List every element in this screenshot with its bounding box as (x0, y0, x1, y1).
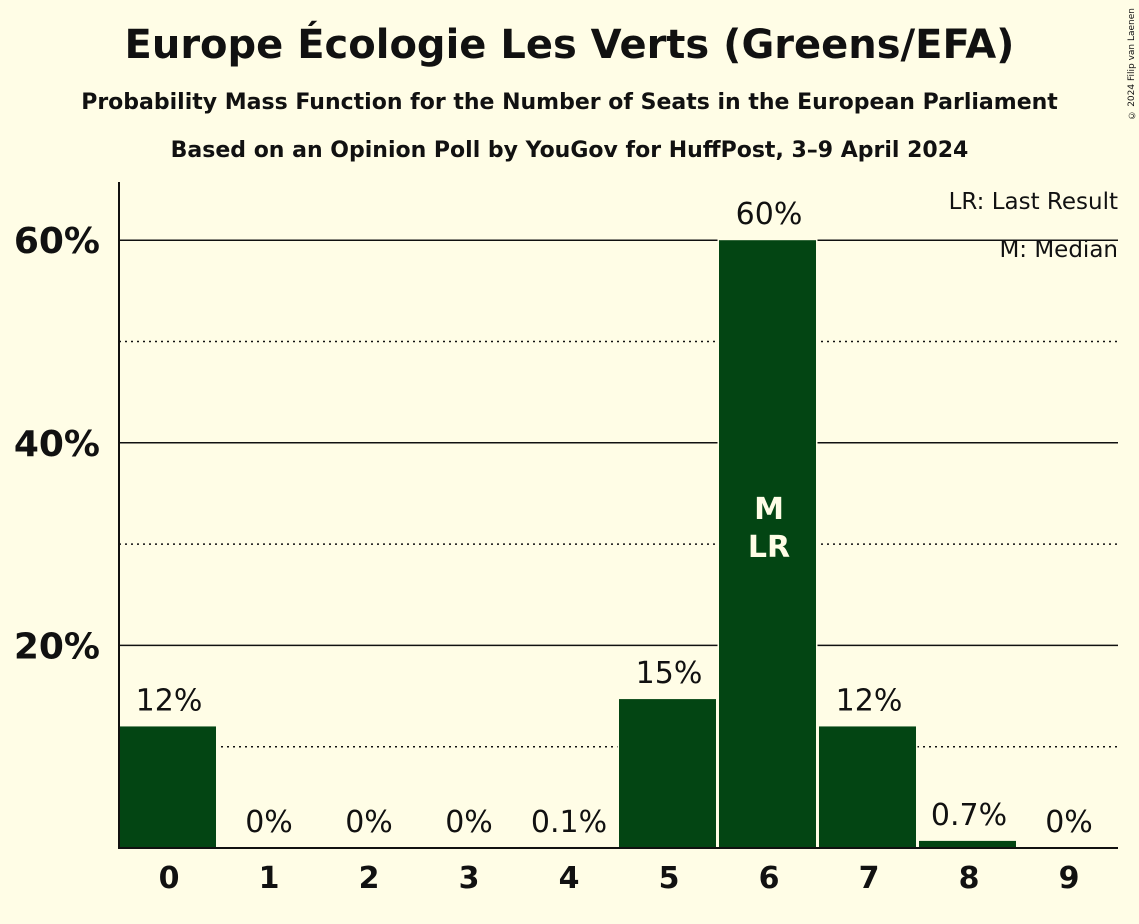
data-label: 0.1% (531, 805, 607, 840)
bar-8 (919, 840, 1016, 848)
x-tick-label: 7 (859, 861, 880, 896)
bars (117, 238, 1018, 848)
bar-7 (819, 726, 916, 848)
x-tick-label: 3 (459, 861, 480, 896)
x-tick-label: 5 (659, 861, 680, 896)
x-tick-label: 1 (259, 861, 280, 896)
x-tick-label: 2 (359, 861, 380, 896)
legend-median: M: Median (999, 237, 1118, 263)
data-label: 0% (445, 805, 493, 840)
x-tick-label: 8 (959, 861, 980, 896)
bar-6 (719, 240, 816, 848)
x-tick-label: 6 (759, 861, 780, 896)
bar-0 (119, 726, 216, 848)
legend-last-result: LR: Last Result (949, 189, 1118, 215)
axes: 20% 40% 60% 0 1 2 3 4 5 6 7 8 9 (14, 182, 1118, 896)
chart-source: Based on an Opinion Poll by YouGov for H… (170, 138, 969, 163)
gridlines (119, 239, 1118, 748)
y-tick-label: 40% (14, 424, 100, 465)
data-label: 12% (136, 683, 203, 718)
data-label: 0.7% (931, 798, 1007, 833)
data-labels: 12% 0% 0% 0% 0.1% 15% 60% 12% 0.7% 0% MLR (136, 197, 1093, 840)
chart-subtitle: Probability Mass Function for the Number… (81, 90, 1058, 115)
bar-gap (517, 845, 618, 848)
x-tick-label: 9 (1059, 861, 1080, 896)
x-tick-label: 0 (159, 861, 180, 896)
data-label: 12% (836, 683, 903, 718)
chart-title: Europe Écologie Les Verts (Greens/EFA) (124, 22, 1015, 68)
bar-5 (619, 699, 716, 848)
bar-annotation-lr: LR (748, 530, 790, 565)
data-label: 15% (636, 656, 703, 691)
x-tick-label: 4 (559, 861, 580, 896)
data-label: 0% (345, 805, 393, 840)
y-tick-label: 20% (14, 626, 100, 667)
y-tick-label: 60% (14, 221, 100, 262)
legend: LR: Last Result M: Median (949, 189, 1118, 263)
data-label: 60% (736, 197, 803, 232)
bar-annotation-m: M (754, 492, 784, 527)
data-label: 0% (1045, 805, 1093, 840)
data-label: 0% (245, 805, 293, 840)
